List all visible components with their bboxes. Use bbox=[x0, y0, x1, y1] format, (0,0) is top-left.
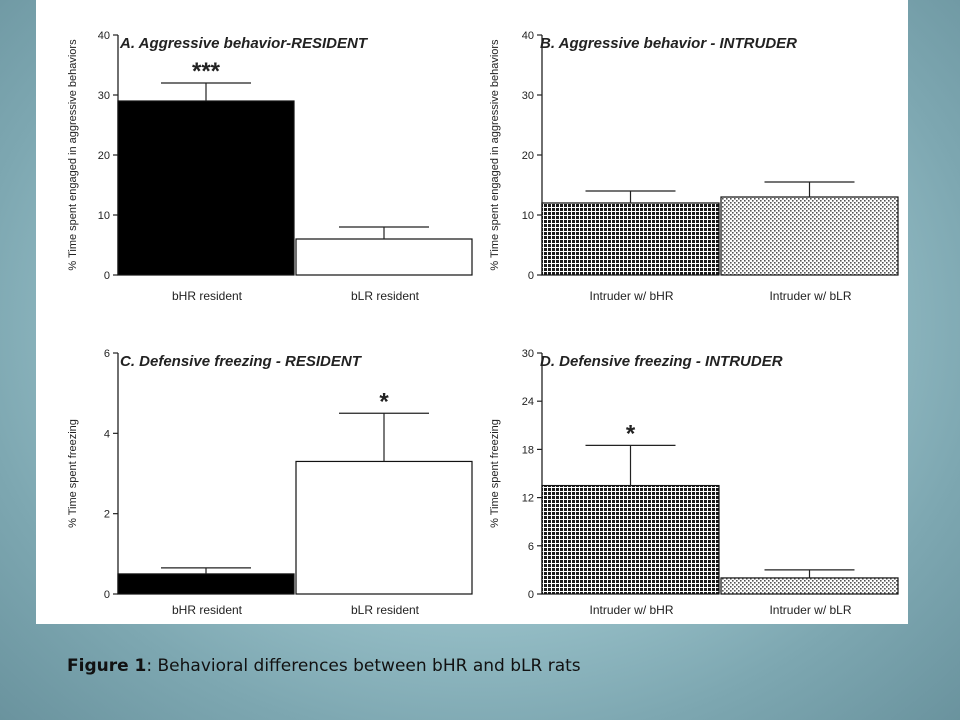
panel-a-y-axis-label: % Time spent engaged in aggressive behav… bbox=[67, 39, 79, 271]
panel-b-y-axis-label: % Time spent engaged in aggressive behav… bbox=[489, 39, 501, 271]
panel-d-category-label-2: Intruder w/ bLR bbox=[769, 603, 851, 617]
panel-a-y-tick-label: 30 bbox=[98, 90, 110, 102]
panel-d-title: D. Defensive freezing - INTRUDER bbox=[540, 353, 783, 370]
panel-c-y-tick-label: 4 bbox=[104, 428, 110, 440]
panel-c-category-label-1: bHR resident bbox=[172, 603, 243, 617]
panel-b-category-label-2: Intruder w/ bLR bbox=[769, 289, 851, 303]
panel-d-y-tick-label: 24 bbox=[522, 396, 534, 408]
panel-d-category-label-1: Intruder w/ bHR bbox=[589, 603, 673, 617]
panel-b-category-label-1: Intruder w/ bHR bbox=[589, 289, 673, 303]
panel-b-y-tick-label: 30 bbox=[522, 90, 534, 102]
panel-c-significance-2: * bbox=[379, 388, 389, 415]
caption-text: : Behavioral differences between bHR and… bbox=[146, 656, 581, 676]
panel-d-y-tick-label: 30 bbox=[522, 348, 534, 360]
figure-panel: 0 10 20 30 40% Time spent engaged in aggress… bbox=[36, 0, 908, 624]
panel-b-y-tick-label: 0 bbox=[528, 270, 534, 282]
panel-a-bar-1 bbox=[117, 100, 295, 276]
panel-d-significance-1: * bbox=[626, 420, 636, 447]
panel-b-y-tick-label: 10 bbox=[522, 210, 534, 222]
panel-b-bar-1 bbox=[541, 202, 720, 276]
panel-d-bar-1 bbox=[541, 484, 720, 595]
panel-c-y-tick-label: 0 bbox=[104, 589, 110, 601]
panel-b-y-tick-label: 20 bbox=[522, 150, 534, 162]
panel-b-bar-2 bbox=[720, 196, 899, 276]
panel-a-y-tick-label: 20 bbox=[98, 150, 110, 162]
panel-c-bar-1 bbox=[117, 573, 295, 595]
panel-d-y-tick-label: 6 bbox=[528, 541, 534, 553]
panel-a-y-tick-label: 40 bbox=[98, 30, 110, 42]
panel-a-category-label-1: bHR resident bbox=[172, 289, 243, 303]
panel-a-y-tick-label: 10 bbox=[98, 210, 110, 222]
panel-c-y-axis-label: % Time spent freezing bbox=[67, 419, 79, 528]
panel-d-y-tick-label: 0 bbox=[528, 589, 534, 601]
panel-c-category-label-2: bLR resident bbox=[351, 603, 420, 617]
panel-c-bar-2 bbox=[295, 460, 473, 595]
panel-d-bar-2 bbox=[720, 577, 899, 595]
panel-c-y-tick-label: 6 bbox=[104, 348, 110, 360]
panel-a-bar-2 bbox=[295, 238, 473, 276]
panel-d-y-tick-label: 18 bbox=[522, 444, 534, 456]
panel-b-y-tick-label: 40 bbox=[522, 30, 534, 42]
panel-d-y-tick-label: 12 bbox=[522, 493, 534, 505]
panel-a-significance-1: *** bbox=[192, 58, 221, 85]
panel-a-category-label-2: bLR resident bbox=[351, 289, 420, 303]
panel-c-y-tick-label: 2 bbox=[104, 509, 110, 521]
panel-d-y-axis-label: % Time spent freezing bbox=[489, 419, 501, 528]
panel-a-y-tick-label: 0 bbox=[104, 270, 110, 282]
panel-a-title: A. Aggressive behavior-RESIDENT bbox=[119, 35, 369, 52]
panel-b-title: B. Aggressive behavior - INTRUDER bbox=[540, 35, 797, 52]
figure-caption: Figure 1: Behavioral differences between… bbox=[67, 656, 581, 676]
caption-label: Figure 1 bbox=[67, 656, 147, 676]
panel-c-title: C. Defensive freezing - RESIDENT bbox=[120, 353, 363, 370]
